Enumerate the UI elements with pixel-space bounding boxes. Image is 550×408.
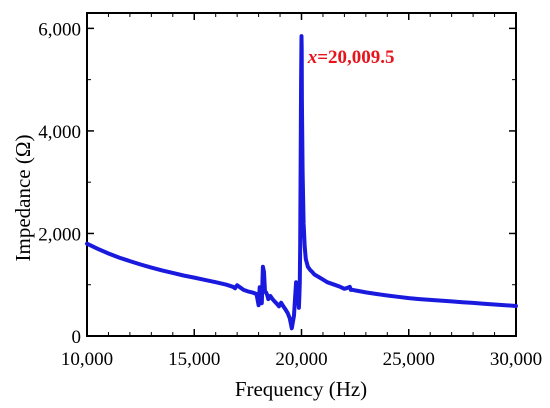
y-tick-label: 4,000 [38, 122, 81, 143]
y-tick-label: 0 [72, 327, 82, 348]
x-axis-title: Frequency (Hz) [235, 377, 367, 401]
axes: 10,000 15,000 20,000 25,000 30,000 0 2,000 4,00… [38, 12, 542, 370]
x-tick-label: 30,000 [490, 349, 542, 370]
x-tick-label: 10,000 [61, 349, 113, 370]
y-tick-label: 2,000 [38, 224, 81, 245]
x-tick-label: 15,000 [168, 349, 220, 370]
y-axis-title: Impedance (Ω) [11, 135, 35, 262]
peak-annotation: x=20,009.5 [307, 47, 395, 68]
plot-area: x=20,009.5 [85, 34, 518, 331]
impedance-series-line [85, 34, 518, 331]
annotation-value: =20,009.5 [317, 47, 394, 68]
x-tick-label: 20,000 [275, 349, 327, 370]
y-tick-label: 6,000 [38, 19, 81, 40]
x-tick-label: 25,000 [383, 349, 435, 370]
annotation-variable: x [307, 47, 318, 68]
